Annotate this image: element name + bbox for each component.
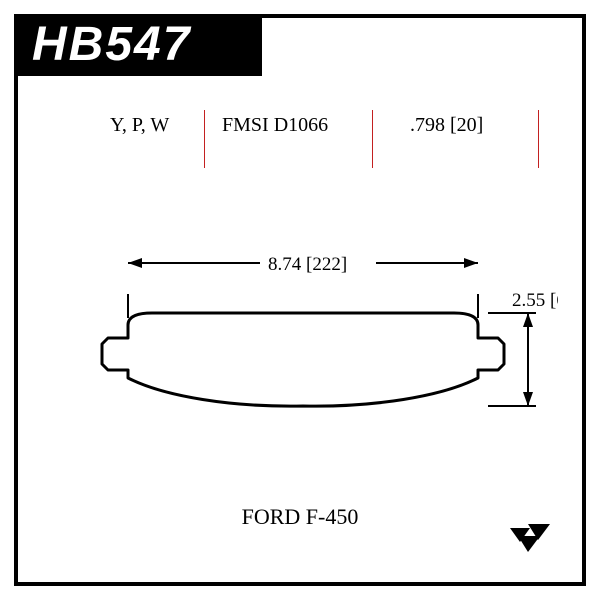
brake-pad-diagram: 8.74 [222] 2.55 [65]	[58, 218, 558, 458]
hawk-logo-icon	[506, 520, 552, 560]
part-number-title: HB547	[14, 14, 262, 76]
spec-row: Y, P, W FMSI D1066 .798 [20]	[18, 114, 582, 150]
spec-card-frame: HB547 Y, P, W FMSI D1066 .798 [20] 8.74 …	[14, 14, 586, 586]
svg-text:8.74 [222]: 8.74 [222]	[268, 254, 347, 275]
spec-thickness: .798 [20]	[410, 114, 483, 137]
vehicle-label: FORD F-450	[18, 504, 582, 530]
spec-compound-codes: Y, P, W	[110, 114, 169, 137]
spec-divider	[538, 110, 539, 168]
spec-fmsi: FMSI D1066	[222, 114, 328, 137]
spec-divider	[372, 110, 373, 168]
spec-divider	[204, 110, 205, 168]
svg-text:2.55 [65]: 2.55 [65]	[512, 290, 558, 311]
